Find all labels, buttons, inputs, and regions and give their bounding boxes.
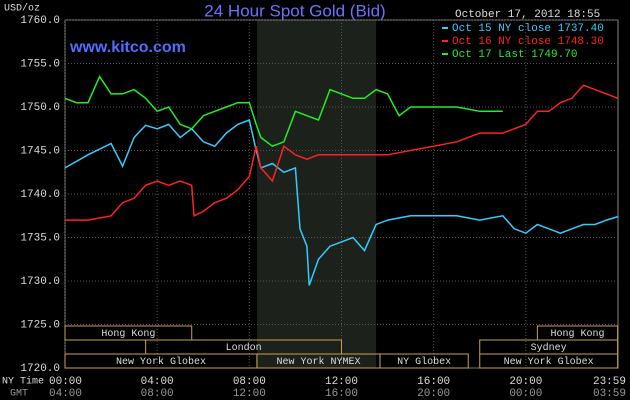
site-url: www.kitco.com	[69, 39, 186, 56]
session-label: Hong Kong	[550, 329, 604, 340]
price-line	[64, 118, 619, 286]
price-line	[64, 75, 503, 148]
session-label: London	[226, 342, 262, 354]
y-tick-label: 1725.0	[20, 319, 60, 331]
x2-tick-label: 08:00	[141, 388, 174, 400]
session-label: New York Globex	[504, 356, 594, 368]
session-box	[64, 325, 193, 341]
legend-label: Oct 17 Last 1749.70	[452, 49, 577, 61]
y-tick-label: 1760.0	[20, 15, 60, 27]
chart-title: 24 Hour Spot Gold (Bid)	[204, 1, 385, 20]
session-label: Sydney	[531, 342, 567, 354]
y-tick-label: 1750.0	[20, 102, 60, 114]
y-axis-label: USD/oz	[4, 3, 40, 15]
y-tick-label: 1740.0	[20, 189, 60, 201]
y-tick-label: 1730.0	[20, 276, 60, 288]
session-label: NY Globex	[397, 356, 451, 368]
x-axis-label: NY Time	[2, 376, 44, 388]
session-box	[479, 353, 619, 369]
x-tick-label: 20:00	[509, 376, 542, 388]
timestamp: October 17, 2012 18:55	[455, 9, 600, 21]
session-label: New York Globex	[116, 356, 206, 368]
x2-axis-label: GMT	[10, 389, 28, 400]
session-label: Hong Kong	[101, 329, 155, 340]
legend-label: Oct 16 NY close 1748.30	[452, 36, 604, 48]
y-tick-label: 1735.0	[20, 232, 60, 244]
price-line	[65, 84, 619, 221]
x-tick-label: 16:00	[417, 376, 450, 388]
x2-tick-label: 04:00	[49, 388, 82, 400]
session-label: New York NYMEX	[276, 356, 360, 368]
x-tick-label: 00:00	[49, 376, 82, 388]
nymex-highlight	[256, 20, 377, 368]
y-tick-label: 1755.0	[20, 58, 60, 70]
x2-tick-label: 12:00	[233, 388, 266, 400]
x2-tick-label: 00:00	[509, 388, 542, 400]
x-tick-label: 12:00	[325, 376, 358, 388]
y-tick-label: 1745.0	[20, 145, 60, 157]
legend-label: Oct 15 NY close 1737.40	[452, 23, 604, 35]
y-tick-label: 1720.0	[20, 363, 60, 375]
x2-tick-label: 20:00	[417, 388, 450, 400]
x-tick-label: 23:59	[593, 376, 626, 388]
x2-tick-label: 03:59	[593, 388, 626, 400]
x-tick-label: 08:00	[233, 376, 266, 388]
session-box	[379, 353, 469, 369]
x-tick-label: 04:00	[141, 376, 174, 388]
x2-tick-label: 16:00	[325, 388, 358, 400]
